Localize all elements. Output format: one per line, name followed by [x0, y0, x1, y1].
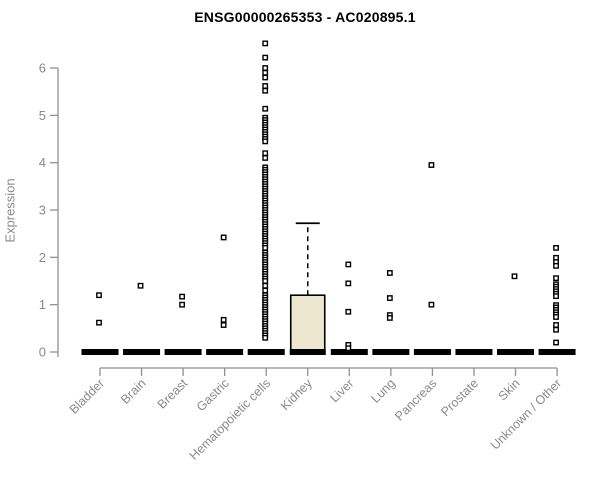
outlier-point — [262, 334, 269, 341]
outlier-point — [262, 74, 269, 81]
outlier-point — [428, 162, 435, 168]
box-rect — [289, 294, 326, 353]
outlier-point — [345, 261, 352, 268]
outlier-point — [262, 65, 269, 71]
x-axis-category-label: Hematopoietic cells — [187, 376, 274, 463]
collapsed-box — [497, 349, 534, 355]
outlier-point — [262, 155, 269, 161]
x-axis-category-label: Kidney — [278, 376, 315, 413]
x-axis-category-label: Lung — [368, 376, 398, 406]
outlier-point — [553, 326, 559, 333]
outlier-point — [553, 314, 559, 320]
x-axis-category-label: Breast — [155, 376, 191, 412]
outlier-point — [553, 293, 559, 300]
outlier-point — [386, 315, 393, 321]
median-bar — [289, 349, 326, 355]
outlier-point — [179, 301, 185, 308]
outlier-point — [386, 295, 393, 301]
outlier-point — [262, 105, 269, 112]
outlier-point — [511, 273, 518, 280]
y-axis-tick-label: 0 — [39, 345, 46, 360]
outlier-point — [262, 278, 269, 284]
outlier-point — [262, 287, 269, 294]
outlier-point — [345, 308, 352, 315]
x-axis-category-label: Brain — [118, 376, 149, 407]
outlier-point — [262, 40, 269, 47]
y-axis-label: Expression — [2, 178, 18, 243]
y-axis-tick-label: 6 — [39, 61, 46, 76]
outlier-point — [553, 322, 559, 328]
outlier-point — [262, 69, 269, 76]
outlier-point — [220, 322, 227, 328]
x-axis-category-label: Unknown / Other — [488, 376, 564, 452]
x-axis-category-label: Prostate — [438, 376, 481, 419]
collapsed-box — [164, 349, 202, 355]
outlier-point — [262, 244, 269, 251]
collapsed-box — [123, 349, 161, 355]
collapsed-box — [455, 349, 493, 355]
x-axis-category-label: Skin — [496, 376, 523, 403]
outlier-point — [345, 280, 352, 287]
x-axis-category-label: Pancreas — [392, 376, 439, 423]
x-axis-category-label: Bladder — [67, 376, 107, 416]
collapsed-box — [247, 349, 285, 355]
outlier-point — [262, 150, 269, 157]
outlier-point — [137, 282, 144, 289]
x-axis-category-label: Gastric — [194, 376, 232, 414]
collapsed-box — [206, 349, 244, 355]
y-axis-tick-label: 3 — [39, 203, 46, 218]
outlier-point — [262, 282, 269, 289]
outlier-point — [553, 244, 559, 251]
collapsed-box — [372, 349, 410, 355]
outlier-point — [553, 339, 559, 346]
outlier-point — [220, 234, 227, 241]
collapsed-box — [330, 349, 368, 355]
outlier-point — [262, 54, 269, 61]
y-axis-tick-label: 4 — [39, 155, 46, 170]
outlier-point — [553, 275, 559, 282]
outlier-point — [428, 301, 435, 308]
chart-title: ENSG00000265353 - AC020895.1 — [194, 9, 416, 25]
y-axis-tick-label: 2 — [39, 250, 46, 265]
outlier-point — [386, 270, 393, 276]
outlier-point — [345, 345, 352, 352]
collapsed-box — [538, 349, 576, 355]
collapsed-box — [81, 349, 119, 355]
collapsed-box — [413, 349, 451, 355]
outlier-point — [262, 83, 269, 89]
outlier-point — [220, 316, 227, 323]
outlier-point — [262, 87, 269, 94]
outlier-point — [262, 138, 269, 145]
outlier-point — [553, 262, 559, 269]
outlier-point — [96, 319, 102, 326]
outlier-point — [96, 292, 102, 299]
x-axis-category-label: Liver — [327, 376, 356, 405]
y-axis-tick-label: 1 — [39, 297, 46, 312]
y-axis-tick-label: 5 — [39, 108, 46, 123]
outlier-point — [179, 293, 185, 300]
